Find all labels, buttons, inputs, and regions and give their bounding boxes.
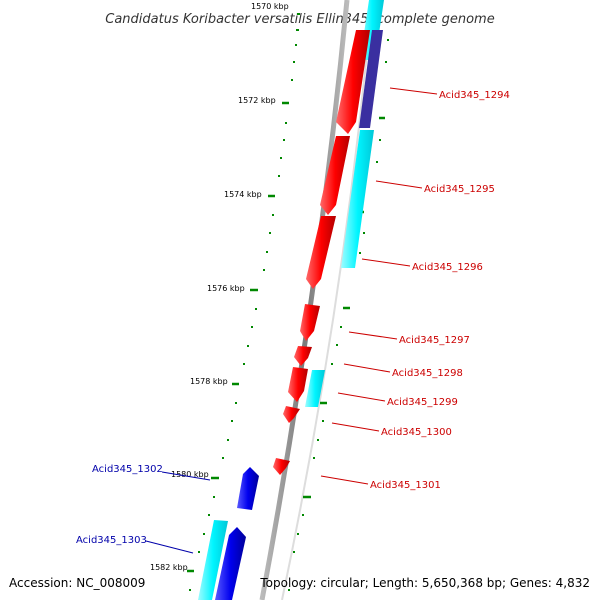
gene-label-acid345-1299[interactable]: Acid345_1299 — [387, 397, 458, 408]
genome-summary-text: Topology: circular; Length: 5,650,368 bp… — [259, 576, 590, 590]
gene-label-acid345-1301[interactable]: Acid345_1301 — [370, 480, 441, 491]
gene-arrow-acid345-1302[interactable] — [237, 467, 259, 510]
kbp-label-1572: 1572 kbp — [238, 96, 276, 105]
kbp-label-1582: 1582 kbp — [150, 563, 188, 572]
gene-arrow-acid345-1295[interactable] — [320, 136, 350, 215]
purple-segment — [359, 30, 383, 128]
gene-arrow-acid345-1300[interactable] — [283, 406, 300, 423]
gene-label-acid345-1303[interactable]: Acid345_1303 — [76, 535, 147, 546]
kbp-label-1574: 1574 kbp — [224, 190, 262, 199]
cds-track-segment — [305, 370, 325, 407]
gene-arrow-acid345-1298[interactable] — [294, 346, 312, 366]
map-title: Candidatus Koribacter versatilis Ellin34… — [105, 12, 494, 27]
gene-arrow-acid345-1296[interactable] — [306, 216, 336, 289]
gene-arrow-acid345-1299[interactable] — [288, 367, 308, 402]
gene-label-acid345-1300[interactable]: Acid345_1300 — [381, 427, 452, 438]
gene-arrow-acid345-1297[interactable] — [300, 304, 320, 341]
gene-arrow-acid345-1294[interactable] — [336, 30, 370, 134]
kbp-label-1578: 1578 kbp — [190, 377, 228, 386]
leader-lines — [145, 87, 438, 554]
gene-label-acid345-1302[interactable]: Acid345_1302 — [92, 464, 163, 475]
backbone-outer — [281, 0, 373, 600]
accession-text: Accession: NC_008009 — [9, 576, 145, 590]
kbp-label-1570: 1570 kbp — [251, 2, 289, 11]
gene-label-acid345-1297[interactable]: Acid345_1297 — [399, 335, 470, 346]
backbone — [259, 0, 350, 600]
tick-marks — [187, 13, 300, 591]
gene-arrow-acid345-1303[interactable] — [215, 527, 246, 600]
gene-label-acid345-1296[interactable]: Acid345_1296 — [412, 262, 483, 273]
kbp-label-1580: 1580 kbp — [171, 470, 209, 479]
cds-track-segment — [198, 520, 228, 600]
gene-label-acid345-1295[interactable]: Acid345_1295 — [424, 184, 495, 195]
gene-label-acid345-1298[interactable]: Acid345_1298 — [392, 368, 463, 379]
cds-track-segment — [341, 130, 374, 268]
gene-arrow-acid345-1301[interactable] — [273, 458, 290, 475]
kbp-label-1576: 1576 kbp — [207, 284, 245, 293]
gene-label-acid345-1294[interactable]: Acid345_1294 — [439, 90, 510, 101]
